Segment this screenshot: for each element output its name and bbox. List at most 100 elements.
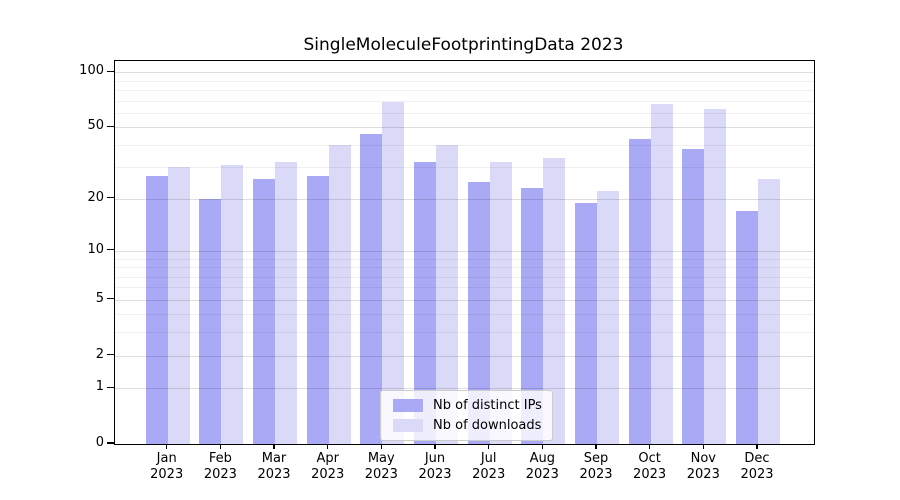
legend-swatch xyxy=(393,398,423,412)
bar-downloads-nov xyxy=(704,108,727,444)
x-tick-label-month: Nov xyxy=(690,451,716,466)
y-tick-label: 5 xyxy=(95,290,104,306)
x-tick-label-month: Jun xyxy=(424,451,446,466)
y-tick-mark xyxy=(107,125,114,127)
x-tick-label-month: Mar xyxy=(261,451,287,466)
bar-distinct-ips-apr xyxy=(306,175,329,444)
x-tick-mark xyxy=(488,444,490,449)
x-tick-label: May 2023 xyxy=(349,451,413,482)
minor-gridline xyxy=(115,112,814,114)
y-tick-mark xyxy=(107,442,114,444)
y-tick-label: 1 xyxy=(95,379,104,395)
bar-distinct-ips-may xyxy=(360,133,383,444)
x-tick-label-month: May xyxy=(367,451,395,466)
major-gridline xyxy=(115,250,814,252)
x-tick-label: Dec 2023 xyxy=(725,451,789,482)
bar-downloads-feb xyxy=(221,164,244,444)
y-tick-label: 10 xyxy=(87,241,104,257)
y-tick-mark xyxy=(107,70,114,72)
bar-distinct-ips-jul xyxy=(467,181,490,444)
bar-downloads-mar xyxy=(275,162,298,444)
minor-gridline xyxy=(115,144,814,146)
legend-label: Nb of downloads xyxy=(433,417,542,433)
bar-downloads-jul xyxy=(489,162,512,444)
y-tick-mark xyxy=(107,353,114,356)
x-tick-mark xyxy=(273,444,275,449)
y-tick-mark xyxy=(107,298,114,300)
x-tick-label-year: 2023 xyxy=(418,466,452,482)
x-tick-mark xyxy=(541,444,543,449)
legend: Nb of distinct IPs Nb of downloads xyxy=(380,390,553,441)
minor-gridline xyxy=(115,258,814,260)
bar-distinct-ips-jun xyxy=(414,162,436,444)
x-tick-label-year: 2023 xyxy=(311,466,345,482)
x-tick-label-year: 2023 xyxy=(257,466,291,482)
bar-downloads-jun xyxy=(436,144,458,444)
bar-downloads-sep xyxy=(596,191,619,444)
x-tick-label-year: 2023 xyxy=(579,466,613,482)
minor-gridline xyxy=(115,332,814,334)
x-tick-label-year: 2023 xyxy=(686,466,720,482)
x-tick-label-year: 2023 xyxy=(364,466,398,482)
x-tick-mark xyxy=(219,444,221,449)
x-tick-label-year: 2023 xyxy=(203,466,237,482)
minor-gridline xyxy=(115,267,814,268)
bar-downloads-oct xyxy=(650,104,673,444)
x-tick-mark xyxy=(327,444,329,449)
minor-gridline xyxy=(115,287,814,289)
y-tick-label: 100 xyxy=(79,63,104,79)
bar-distinct-ips-aug xyxy=(521,187,544,444)
x-tick-label-month: Jan xyxy=(156,451,177,466)
x-tick-label-year: 2023 xyxy=(472,466,506,482)
bar-distinct-ips-nov xyxy=(682,148,705,444)
major-gridline xyxy=(115,388,814,390)
x-tick-label-month: Aug xyxy=(529,451,555,466)
x-tick-label: Feb 2023 xyxy=(188,451,252,482)
y-tick-label: 20 xyxy=(87,189,104,205)
x-tick-label-year: 2023 xyxy=(740,466,774,482)
y-tick-mark xyxy=(107,197,114,199)
x-tick-label-month: Oct xyxy=(638,451,661,466)
x-tick-label-year: 2023 xyxy=(525,466,559,482)
y-tick-label: 50 xyxy=(87,118,104,134)
minor-gridline xyxy=(115,276,814,278)
x-tick-label-month: Feb xyxy=(208,451,232,466)
x-tick-label-year: 2023 xyxy=(633,466,667,482)
x-tick-mark xyxy=(756,444,758,449)
plot-area xyxy=(114,60,815,445)
legend-row: Nb of downloads xyxy=(393,415,542,435)
bar-downloads-aug xyxy=(543,157,566,444)
x-tick-label-month: Dec xyxy=(744,451,770,466)
legend-label: Nb of distinct IPs xyxy=(433,397,542,413)
bar-downloads-may xyxy=(382,101,405,444)
major-gridline xyxy=(115,299,814,301)
x-tick-label: Sep 2023 xyxy=(564,451,628,482)
minor-gridline xyxy=(115,80,814,82)
x-tick-label-month: Jul xyxy=(480,451,497,466)
minor-gridline xyxy=(115,100,814,102)
x-tick-mark xyxy=(702,444,704,449)
bar-distinct-ips-sep xyxy=(574,202,597,444)
legend-swatch xyxy=(393,418,423,432)
bar-distinct-ips-feb xyxy=(199,198,222,444)
x-tick-label: Aug 2023 xyxy=(510,451,574,482)
bar-distinct-ips-dec xyxy=(735,211,758,444)
bar-distinct-ips-oct xyxy=(628,139,651,444)
x-tick-label: Jun 2023 xyxy=(403,451,467,482)
x-tick-mark xyxy=(166,444,168,449)
x-tick-label: Apr 2023 xyxy=(296,451,360,482)
x-tick-label: Mar 2023 xyxy=(242,451,306,482)
major-gridline xyxy=(115,355,814,357)
major-gridline xyxy=(115,127,814,129)
minor-gridline xyxy=(115,167,814,169)
x-tick-label: Oct 2023 xyxy=(618,451,682,482)
x-tick-label: Nov 2023 xyxy=(671,451,735,482)
minor-gridline xyxy=(115,314,814,316)
y-tick-mark xyxy=(107,386,114,388)
x-tick-label-month: Sep xyxy=(583,451,609,466)
legend-row: Nb of distinct IPs xyxy=(393,395,542,415)
x-tick-mark xyxy=(595,444,597,449)
bar-distinct-ips-jan xyxy=(145,175,168,444)
x-tick-mark xyxy=(434,444,436,449)
